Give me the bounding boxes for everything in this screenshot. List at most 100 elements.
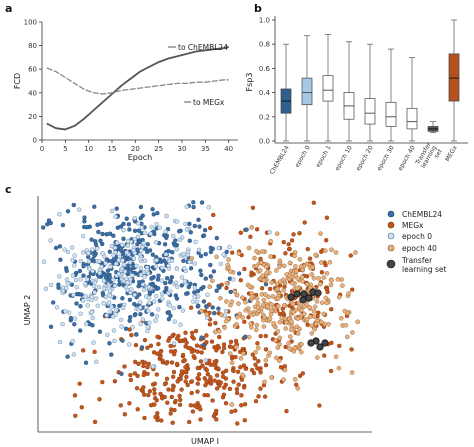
scatter-point-chembl [155,210,160,216]
scatter-point-megx [172,407,177,413]
scatter-point-epoch40 [290,301,296,307]
scatter-point-epoch0 [62,247,67,252]
scatter-point-megx [233,354,238,360]
scatter-point-megx [133,359,138,365]
scatter-point-megx [234,386,240,392]
scatter-point-epoch0 [163,229,168,234]
scatter-point-epoch0 [141,241,146,246]
scatter-point-megx [204,333,209,338]
panel-b-xtick-label: epoch 20 [355,144,375,172]
scatter-point-chembl [155,277,161,282]
scatter-point-chembl [186,284,191,290]
scatter-point-chembl [166,310,172,315]
scatter-point-epoch0 [139,225,144,230]
scatter-point-megx [139,387,144,393]
scatter-point-epoch0 [132,236,137,242]
scatter-point-megx [250,352,255,357]
legend-marker [387,244,395,252]
scatter-point-epoch40 [282,263,287,269]
scatter-point-epoch40 [312,304,318,310]
scatter-point-chembl [64,268,69,274]
scatter-point-epoch40 [319,260,324,265]
scatter-point-megx [291,232,296,237]
scatter-point-chembl [120,296,125,301]
scatter-point-epoch0 [113,308,119,313]
scatter-point-epoch0 [65,249,71,255]
scatter-point-megx [188,305,194,310]
scatter-point-megx [324,215,330,220]
scatter-point-megx [221,345,227,351]
scatter-point-epoch0 [109,243,115,249]
scatter-point-epoch40 [313,252,318,258]
scatter-point-epoch0 [171,306,176,311]
scatter-point-epoch40 [304,282,310,287]
scatter-point-megx [160,358,165,363]
scatter-point-epoch40 [292,377,298,382]
scatter-point-chembl [121,236,126,241]
scatter-point-epoch40 [350,330,355,335]
scatter-point-epoch0 [130,325,135,330]
scatter-point-megx [229,409,234,414]
scatter-point-chembl [135,247,140,252]
scatter-point-epoch40 [253,349,258,355]
scatter-point-megx [159,418,164,423]
scatter-point-chembl [208,245,214,251]
scatter-point-megx [184,340,189,345]
scatter-point-megx [325,289,330,295]
scatter-point-epoch40 [273,338,278,343]
scatter-point-epoch40 [299,274,305,280]
scatter-point-epoch40 [266,294,271,300]
scatter-point-epoch40 [287,273,293,279]
scatter-point-megx [317,403,322,408]
scatter-point-chembl [208,274,213,279]
scatter-point-epoch0 [48,238,53,243]
scatter-point-epoch0 [43,286,49,291]
scatter-point-megx [142,337,148,343]
scatter-point-chembl [96,229,101,235]
scatter-point-epoch0 [80,250,86,255]
legend-label: Transfer learning set [401,256,447,274]
scatter-point-epoch0 [153,264,159,269]
scatter-point-epoch0 [93,296,99,301]
scatter-point-epoch0 [130,273,135,278]
scatter-point-epoch0 [140,244,145,250]
scatter-point-megx [128,377,134,383]
panel-b-xtick-label: MEGx [444,144,459,163]
scatter-point-epoch0 [128,277,133,282]
scatter-point-megx [316,310,321,315]
scatter-point-megx [311,200,316,205]
panel-a-xtick-label: 10 [84,145,93,153]
scatter-point-epoch0 [153,240,159,245]
scatter-point-megx [171,374,176,379]
scatter-point-epoch0 [134,263,139,269]
scatter-point-epoch40 [298,264,304,269]
scatter-point-epoch40 [307,305,312,310]
scatter-point-epoch40 [333,354,339,359]
scatter-point-megx [255,341,260,346]
scatter-point-epoch0 [146,308,151,314]
scatter-point-epoch40 [336,294,342,300]
scatter-point-epoch0 [174,219,180,224]
scatter-point-epoch0 [117,254,122,259]
scatter-point-megx [242,266,247,272]
scatter-point-epoch40 [314,299,320,304]
scatter-point-epoch40 [243,299,248,305]
scatter-point-epoch0 [119,324,124,329]
panel-a-xtick-label: 5 [63,145,67,153]
scatter-point-epoch0 [129,287,134,292]
scatter-point-megx [319,270,325,275]
scatter-point-megx [259,286,265,291]
scatter-point-megx [184,374,189,380]
scatter-point-megx [174,336,180,341]
panel-b-xtick-label: epoch 10 [334,144,354,172]
scatter-point-epoch40 [321,275,327,280]
scatter-point-epoch0 [90,268,95,274]
scatter-point-megx [210,398,215,403]
scatter-point-epoch40 [315,355,320,360]
scatter-point-epoch40 [346,291,351,296]
scatter-point-epoch0 [169,258,175,264]
scatter-point-epoch40 [299,307,304,313]
scatter-point-epoch40 [234,322,239,327]
scatter-point-chembl [65,354,70,359]
scatter-point-epoch0 [109,304,114,310]
